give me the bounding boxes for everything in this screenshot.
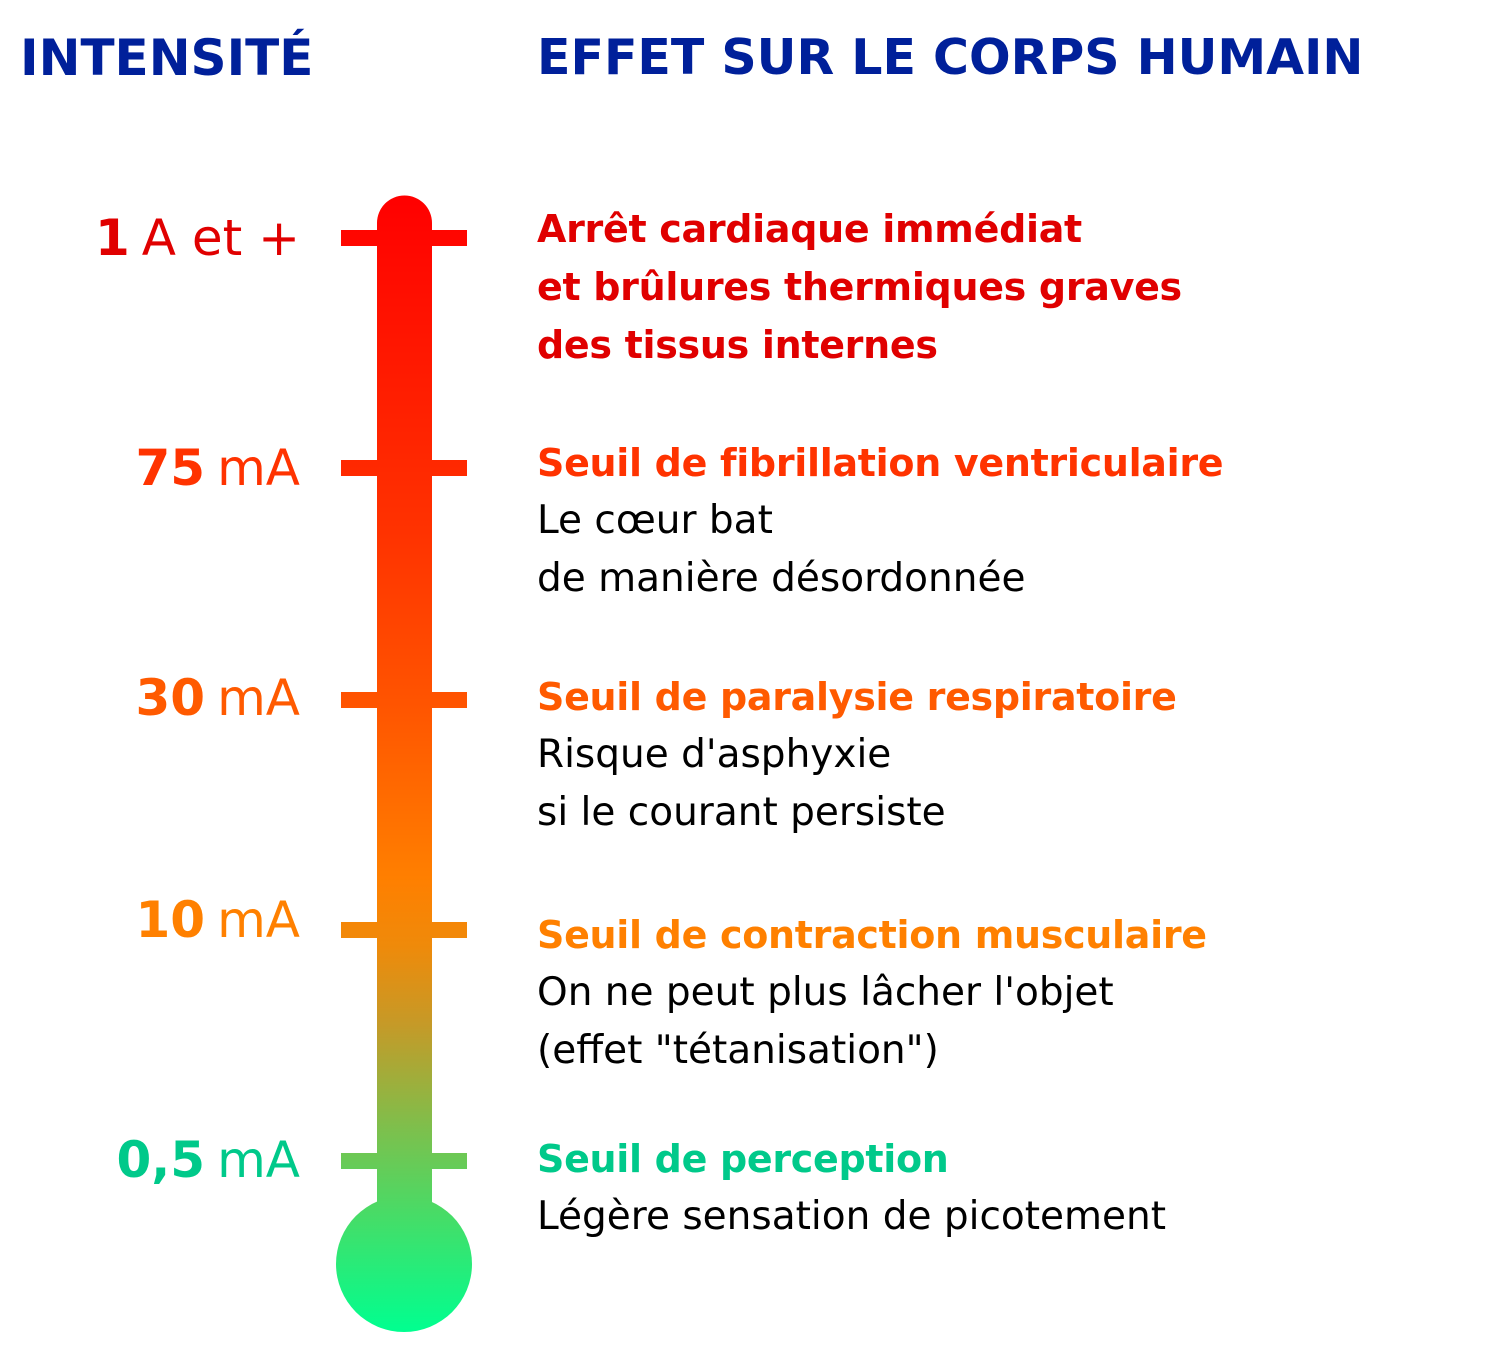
effect-title: et brûlures thermiques graves (537, 265, 1182, 309)
level-unit: A et + (141, 209, 300, 267)
effect-title: des tissus internes (537, 323, 938, 367)
level-label-75ma: 75 mA (135, 438, 300, 498)
level-label-10ma: 10 mA (135, 890, 300, 950)
effect-title: Seuil de perception (537, 1137, 949, 1181)
effect-75ma: Seuil de fibrillation ventriculaire Le c… (537, 434, 1437, 608)
thermometer-tube (377, 195, 432, 1230)
effect-description: de manière désordonnée (537, 556, 1026, 601)
effect-description: Risque d'asphyxie (537, 732, 892, 777)
effect-10ma: Seuil de contraction musculaire On ne pe… (537, 906, 1437, 1080)
level-unit: mA (217, 1131, 300, 1189)
effect-1a: Arrêt cardiaque immédiat et brûlures the… (537, 200, 1437, 374)
effect-description: (effet "tétanisation") (537, 1028, 939, 1073)
level-value: 0,5 (116, 1131, 206, 1189)
level-unit: mA (217, 669, 300, 727)
effect-title: Arrêt cardiaque immédiat (537, 207, 1082, 251)
thermometer-bulb (336, 1196, 472, 1332)
effect-heading: EFFET SUR LE CORPS HUMAIN (537, 29, 1364, 86)
effect-title: Seuil de paralysie respiratoire (537, 675, 1177, 719)
effect-05ma: Seuil de perception Légère sensation de … (537, 1130, 1437, 1246)
level-value: 1 (94, 209, 130, 267)
level-label-05ma: 0,5 mA (117, 1130, 301, 1190)
level-unit: mA (217, 891, 300, 949)
level-value: 75 (135, 439, 206, 497)
effect-title: Seuil de fibrillation ventriculaire (537, 441, 1224, 485)
level-unit: mA (217, 439, 300, 497)
effect-description: On ne peut plus lâcher l'objet (537, 970, 1114, 1015)
effect-title: Seuil de contraction musculaire (537, 913, 1207, 957)
intensity-heading: INTENSITÉ (20, 29, 314, 87)
level-value: 30 (135, 669, 206, 727)
effect-description: Le cœur bat (537, 498, 773, 543)
level-value: 10 (135, 891, 206, 949)
effect-description: si le courant persiste (537, 790, 946, 835)
effect-30ma: Seuil de paralysie respiratoire Risque d… (537, 668, 1437, 842)
level-label-30ma: 30 mA (135, 668, 300, 728)
effect-description: Légère sensation de picotement (537, 1194, 1167, 1239)
